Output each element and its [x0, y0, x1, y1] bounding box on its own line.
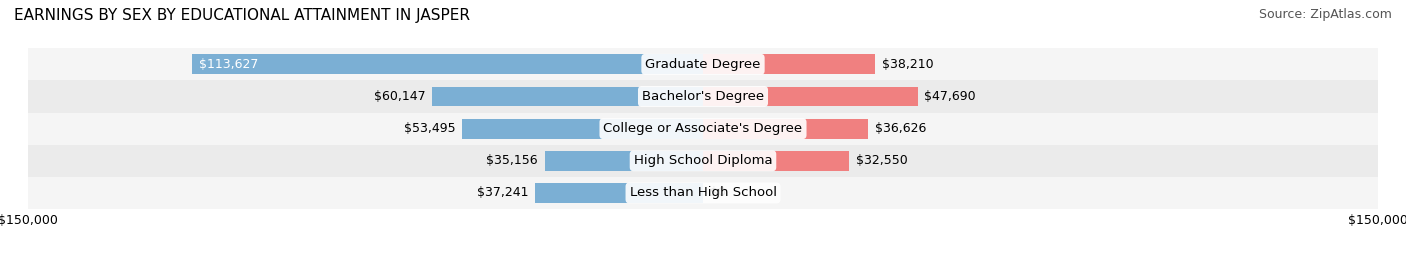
Bar — [463, 119, 703, 139]
Text: College or Associate's Degree: College or Associate's Degree — [603, 122, 803, 135]
Text: $32,550: $32,550 — [856, 154, 908, 167]
Bar — [703, 151, 849, 171]
Text: $35,156: $35,156 — [486, 154, 538, 167]
Text: $38,210: $38,210 — [882, 58, 934, 71]
Bar — [28, 145, 1378, 177]
Bar — [28, 80, 1378, 113]
Bar — [546, 151, 703, 171]
Bar — [28, 48, 1378, 80]
Bar — [536, 183, 703, 203]
Text: EARNINGS BY SEX BY EDUCATIONAL ATTAINMENT IN JASPER: EARNINGS BY SEX BY EDUCATIONAL ATTAINMEN… — [14, 8, 470, 23]
Text: Graduate Degree: Graduate Degree — [645, 58, 761, 71]
Text: Less than High School: Less than High School — [630, 187, 776, 199]
Text: $37,241: $37,241 — [477, 187, 529, 199]
Text: $60,147: $60,147 — [374, 90, 426, 103]
Bar — [703, 87, 918, 106]
Text: High School Diploma: High School Diploma — [634, 154, 772, 167]
Text: Bachelor's Degree: Bachelor's Degree — [643, 90, 763, 103]
Text: $53,495: $53,495 — [404, 122, 456, 135]
Bar — [703, 54, 875, 74]
Text: $113,627: $113,627 — [198, 58, 257, 71]
Bar — [433, 87, 703, 106]
Bar — [28, 177, 1378, 209]
Text: $0: $0 — [710, 187, 725, 199]
Bar — [703, 119, 868, 139]
Bar — [28, 113, 1378, 145]
Text: $36,626: $36,626 — [875, 122, 927, 135]
Bar — [191, 54, 703, 74]
Text: $47,690: $47,690 — [924, 90, 976, 103]
Text: Source: ZipAtlas.com: Source: ZipAtlas.com — [1258, 8, 1392, 21]
